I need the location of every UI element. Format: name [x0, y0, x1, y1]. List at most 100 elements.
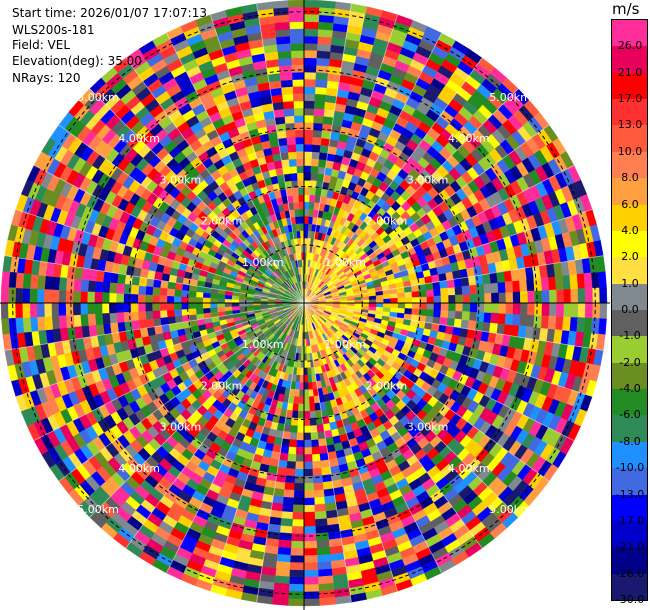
colorbar-label: -10.0: [615, 461, 645, 475]
range-ring-label: 3.00km: [407, 421, 449, 434]
range-ring-label: 2.00km: [366, 215, 408, 228]
range-ring-label: 3.00km: [407, 173, 449, 186]
colorbar-label: -8.0: [619, 434, 641, 448]
colorbar-label: -13.0: [615, 487, 645, 501]
colorbar-label: -2.0: [619, 355, 641, 369]
ray-separator: [303, 302, 398, 592]
ray-separator: [303, 14, 398, 304]
colorbar-label: 17.0: [617, 92, 643, 106]
ppi-scan-plot: 1.00km 1.00km 1.00km 1.00km 2.00km 2.00km 2.00…: [0, 0, 610, 610]
range-ring: [70, 69, 538, 537]
colorbar-label: 13.0: [617, 118, 643, 132]
colorbar-label: -26.0: [615, 566, 645, 580]
colorbar-label: 6.0: [621, 197, 639, 211]
colorbar-label: 21.0: [617, 65, 643, 79]
ray-separator: [303, 255, 604, 304]
elevation-label: Elevation(deg): 35.00: [12, 54, 142, 68]
ray-separator: [210, 14, 305, 304]
colorbar-swatch: [612, 310, 648, 337]
range-ring-label: 5.00km: [77, 503, 119, 516]
colorbar-swatch: [612, 99, 648, 126]
colorbar-label: 10.0: [617, 144, 643, 158]
ray-separator: [33, 302, 305, 441]
colorbar-label: 2.0: [621, 250, 639, 264]
colorbar-swatch: [612, 20, 648, 47]
ray-separator: [125, 302, 305, 549]
colorbar-label: 1.0: [621, 276, 639, 290]
ray-separator: [303, 57, 483, 304]
colorbar-label: 0.0: [621, 303, 639, 316]
velocity-gates: [0, 0, 608, 607]
colorbar-swatch: [612, 72, 648, 100]
colorbar-swatch: [612, 468, 648, 496]
range-ring: [187, 186, 421, 420]
ray-separator: [303, 302, 575, 441]
ray-separator: [4, 302, 305, 351]
ray-separator: [166, 302, 305, 574]
range-ring-label: 2.00km: [201, 379, 243, 392]
colorbar-unit: m/s: [612, 0, 640, 18]
range-ring-label: 4.00km: [448, 132, 490, 145]
ray-separator: [303, 302, 593, 397]
ray-separator: [256, 3, 305, 304]
ray-separator: [58, 124, 305, 304]
range-ring-label: 5.00km: [77, 91, 119, 104]
ray-separator: [303, 32, 442, 304]
range-ring-label: 3.00km: [160, 173, 202, 186]
colorbar-label: -30.0: [615, 593, 645, 606]
range-ring-label: 4.00km: [118, 132, 160, 145]
colorbar-label: -1.0: [619, 329, 641, 343]
colorbar-swatch: [612, 389, 648, 416]
range-ring-label: 2.00km: [201, 215, 243, 228]
range-ring-label: 5.00km: [489, 91, 531, 104]
range-ring-label: 4.00km: [448, 462, 490, 475]
range-ring: [128, 127, 480, 479]
colorbar-swatch: [612, 573, 648, 601]
start-time-label: Start time: 2026/01/07 17:07:13: [12, 6, 207, 20]
ray-separator: [15, 209, 305, 304]
colorbar-label: 26.0: [617, 39, 643, 53]
colorbar-swatch: [612, 125, 648, 153]
colorbar-label: 4.0: [621, 223, 639, 237]
range-ring-label: 3.00km: [160, 421, 202, 434]
ray-separator: [303, 3, 352, 304]
range-ring-label: 5.00km: [489, 503, 531, 516]
field-label: Field: VEL: [12, 38, 71, 52]
ray-separator: [303, 302, 604, 351]
colorbar-swatch: [612, 178, 648, 206]
colorbar-label: -21.0: [615, 540, 645, 554]
colorbar-label: -17.0: [615, 513, 645, 527]
colorbar-swatch: [612, 257, 648, 285]
colorbar-swatch: [612, 336, 648, 364]
ray-separator: [303, 302, 442, 574]
ray-separator: [210, 302, 305, 592]
instrument-label: WLS200s-181: [12, 23, 95, 37]
ray-separator: [303, 302, 550, 482]
colorbar-label: -4.0: [619, 382, 641, 396]
ray-separator: [303, 209, 593, 304]
ray-separator: [256, 302, 305, 603]
colorbar-swatch: [612, 547, 648, 575]
ray-separator: [58, 302, 305, 482]
nrays-label: NRays: 120: [12, 71, 81, 85]
colorbar-swatch: [612, 46, 648, 74]
colorbar-swatch: [612, 151, 648, 179]
range-ring: [12, 11, 596, 595]
colorbar-swatch: [612, 520, 648, 548]
ray-separator: [303, 302, 483, 549]
ray-separator: [303, 302, 519, 518]
ray-separators: [1, 0, 607, 606]
range-ring-label: 4.00km: [118, 462, 160, 475]
ray-separator: [15, 302, 305, 397]
colorbar-swatch: [612, 204, 648, 232]
colorbar-swatch: [612, 494, 648, 522]
range-ring-label: 1.00km: [324, 256, 366, 269]
colorbar-swatch: [612, 441, 648, 469]
ray-separator: [303, 302, 352, 603]
colorbar-swatch: [612, 362, 648, 390]
range-ring-label: 1.00km: [242, 256, 284, 269]
colorbar-swatch: [612, 283, 648, 311]
range-ring-label: 2.00km: [366, 379, 408, 392]
ray-separator: [303, 124, 550, 304]
colorbar-swatch: [612, 230, 648, 258]
